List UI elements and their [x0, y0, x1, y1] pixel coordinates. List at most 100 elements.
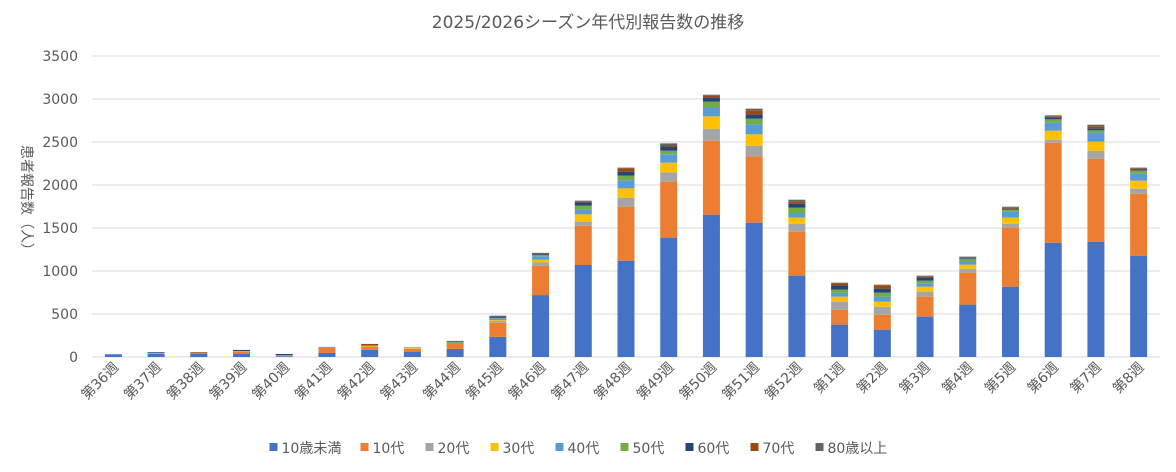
bar-segment: [1087, 159, 1104, 242]
bar-segment: [618, 188, 635, 197]
bar-segment: [233, 352, 250, 354]
bar-segment: [618, 207, 635, 261]
legend-item: 80歳以上: [816, 441, 888, 457]
bar-segment: [917, 287, 934, 292]
x-tick-label: 第37週: [120, 359, 164, 403]
legend-swatch: [426, 443, 434, 451]
bar-segment: [361, 344, 378, 345]
bar-segment: [831, 290, 848, 293]
bar-segment: [489, 317, 506, 318]
x-tick-label: 第46週: [505, 359, 549, 403]
bar-segment: [233, 354, 250, 357]
x-tick-label: 第41週: [291, 359, 335, 403]
bar-segment: [532, 266, 549, 295]
bar-segment: [660, 238, 677, 357]
bar-segment: [148, 353, 165, 354]
bar-segment: [788, 213, 805, 218]
x-tick-label: 第6週: [1024, 359, 1062, 397]
bar-segment: [703, 141, 720, 215]
bar-segment: [532, 295, 549, 357]
bar-segment: [361, 346, 378, 347]
bar-segment: [788, 202, 805, 204]
bar-segment: [575, 202, 592, 205]
bar-segment: [190, 353, 207, 354]
bar-segment: [1002, 209, 1019, 210]
bar-segment: [447, 342, 464, 343]
bar-segment: [575, 214, 592, 221]
bar-segment: [1045, 131, 1062, 140]
bar-segment: [489, 318, 506, 320]
bar-segment: [233, 350, 250, 351]
legend-item: 20代: [426, 441, 470, 457]
bar-segment: [1002, 210, 1019, 212]
x-tick-label: 第36週: [78, 359, 122, 403]
bar-segment: [1045, 115, 1062, 116]
bar-segment: [1130, 171, 1147, 174]
x-tick-label: 第45週: [462, 359, 506, 403]
bar-segment: [361, 350, 378, 357]
bar-segment: [746, 134, 763, 145]
bar-segment: [105, 355, 122, 357]
bar-segment: [874, 285, 891, 286]
bar-segment: [917, 276, 934, 277]
x-tick-label: 第52週: [761, 359, 805, 403]
bar-segment: [447, 341, 464, 342]
bar-segment: [746, 156, 763, 222]
legend-label: 60代: [698, 441, 730, 457]
bar-segment: [1045, 119, 1062, 122]
chart-title: 2025/2026シーズン年代別報告数の推移: [432, 13, 744, 33]
x-tick-label: 第2週: [853, 359, 891, 397]
bar-segment: [489, 316, 506, 317]
bar-segment: [575, 201, 592, 202]
bar-segment: [703, 96, 720, 98]
bar-segment: [874, 315, 891, 330]
x-tick-label: 第5週: [981, 359, 1019, 397]
bar-segment: [1045, 140, 1062, 143]
x-tick-label: 第42週: [334, 359, 378, 403]
bar-segment: [959, 269, 976, 273]
bar-segment: [532, 254, 549, 255]
bar-segment: [1087, 128, 1104, 130]
legend-item: 40代: [556, 441, 600, 457]
bar-segment: [532, 260, 549, 263]
bar-segment: [874, 297, 891, 302]
legend-swatch: [270, 443, 278, 451]
bar-segment: [917, 281, 934, 284]
x-tick-label: 第8週: [1109, 359, 1147, 397]
bar-segment: [276, 355, 293, 356]
bar-segment: [1130, 174, 1147, 181]
bar-segment: [575, 222, 592, 226]
bar-segment: [532, 255, 549, 256]
bar-segment: [959, 273, 976, 305]
bar-segment: [1002, 212, 1019, 218]
bar-segment: [532, 262, 549, 265]
legend-label: 10代: [373, 441, 405, 457]
bar-segment: [575, 210, 592, 215]
bar-segment: [788, 204, 805, 208]
bar-segment: [318, 348, 335, 353]
bar-segment: [1002, 228, 1019, 287]
bar-segment: [1087, 130, 1104, 132]
bar-segment: [660, 146, 677, 150]
y-tick-label: 2500: [42, 135, 78, 151]
x-tick-label: 第4週: [938, 359, 976, 397]
bar-segment: [831, 293, 848, 297]
bar-segment: [404, 348, 421, 349]
bar-segment: [660, 172, 677, 181]
bar-segment: [148, 352, 165, 353]
bar-segment: [874, 289, 891, 293]
bar-segment: [874, 330, 891, 357]
bar-segment: [1130, 189, 1147, 194]
bar-segment: [1002, 287, 1019, 357]
bar-segment: [660, 151, 677, 155]
bar-segment: [703, 108, 720, 116]
y-tick-label: 0: [69, 350, 78, 366]
x-tick-label: 第40週: [249, 359, 293, 403]
legend-swatch: [491, 443, 499, 451]
x-tick-label: 第7週: [1067, 359, 1105, 397]
legend-swatch: [686, 443, 694, 451]
bar-segment: [618, 168, 635, 171]
bar-segment: [660, 163, 677, 173]
y-tick-label: 1000: [42, 264, 78, 280]
bar-segment: [788, 218, 805, 224]
